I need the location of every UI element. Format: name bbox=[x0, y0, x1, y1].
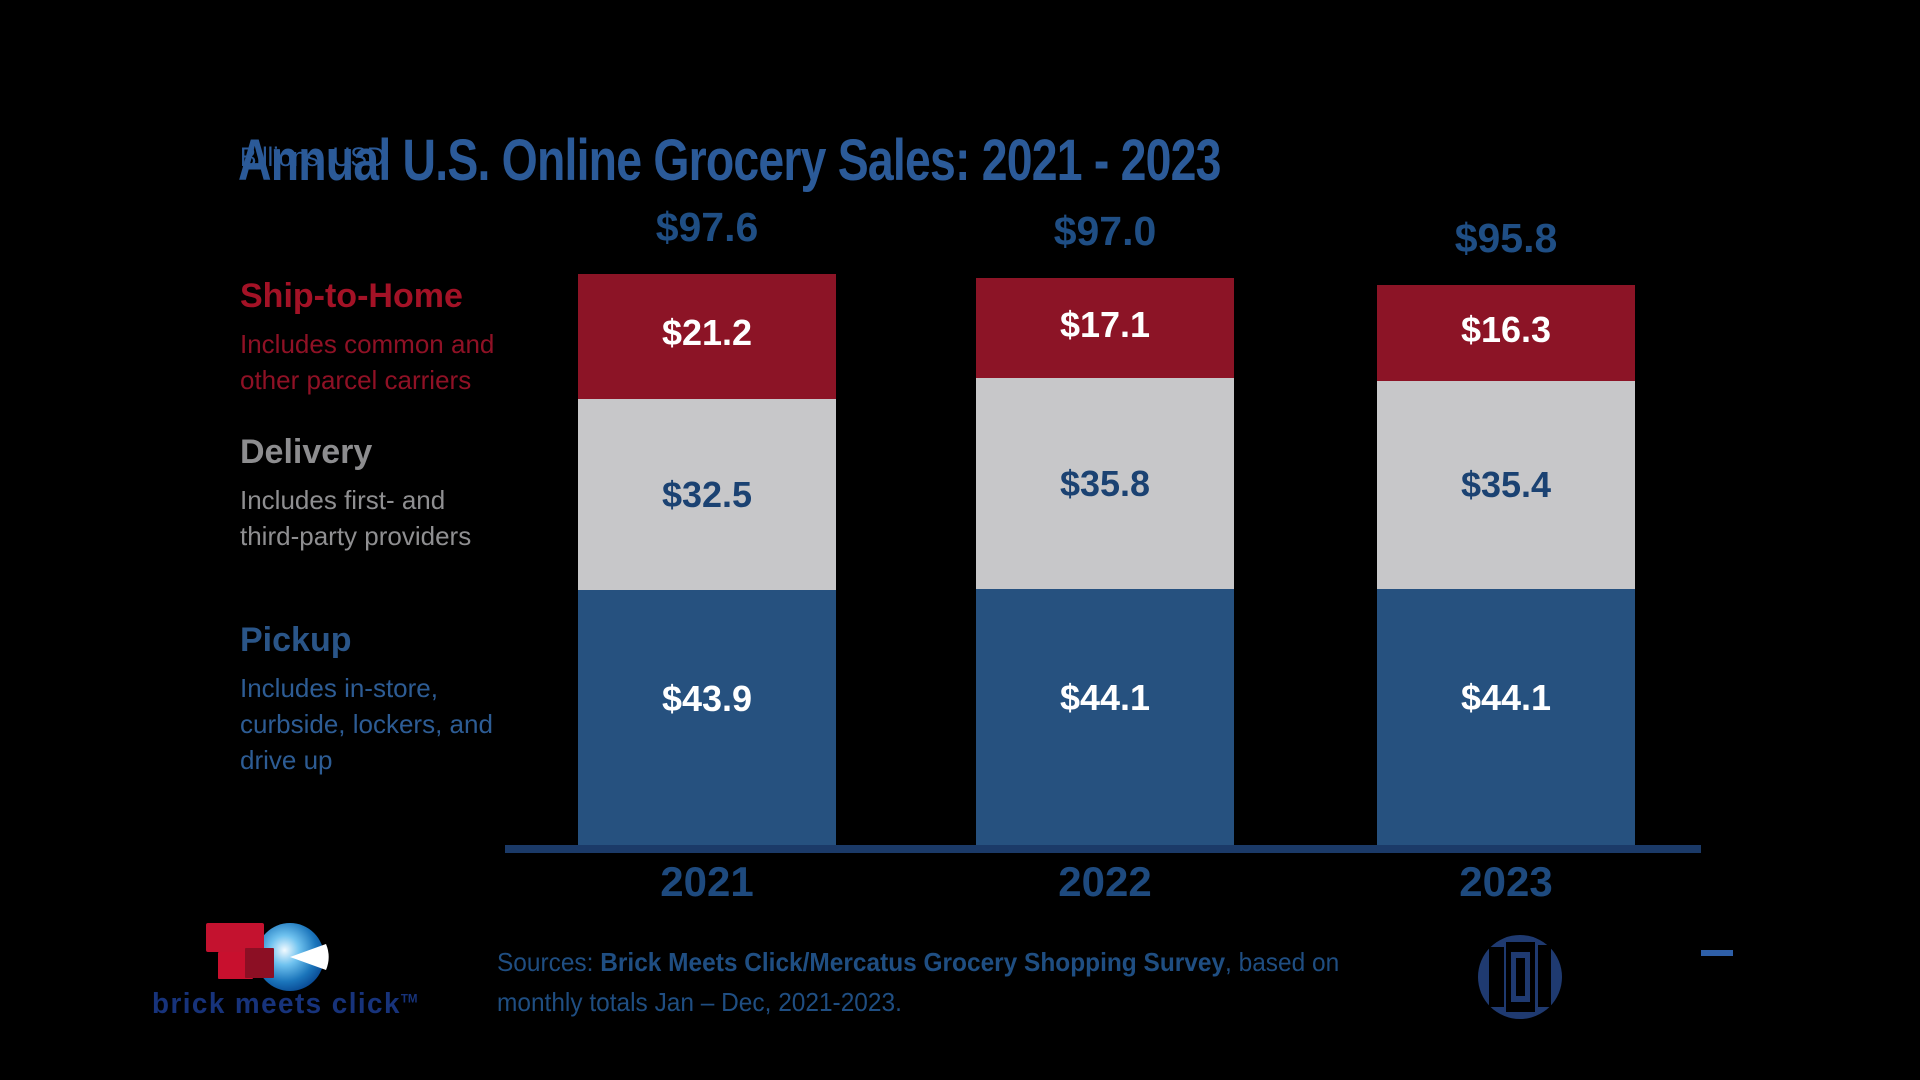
legend-pickup: Pickup Includes in-store, curbside, lock… bbox=[240, 620, 570, 778]
bar-segment-ship-to-home-2021: $21.2 bbox=[578, 274, 836, 399]
chart-units-subtitle: Billions, USD bbox=[240, 142, 385, 172]
legend-delivery-heading: Delivery bbox=[240, 433, 373, 471]
bar-value-label: $43.9 bbox=[661, 678, 753, 719]
page-title: Annual U.S. Online Grocery Sales: 2021 -… bbox=[238, 127, 1221, 193]
bar-column-2022: $17.1 $35.8 $44.1 bbox=[976, 277, 1234, 849]
bar-segment-delivery-2023: $35.4 bbox=[1377, 380, 1635, 590]
bar-segment-pickup-2021: $43.9 bbox=[578, 590, 836, 849]
bar-segment-pickup-2022: $44.1 bbox=[976, 589, 1234, 849]
bar-segment-pickup-2023: $44.1 bbox=[1377, 589, 1635, 849]
x-axis-label-2021: 2021 bbox=[660, 858, 754, 905]
legend-pickup-heading: Pickup bbox=[240, 621, 352, 659]
bar-segment-delivery-2021: $32.5 bbox=[578, 398, 836, 591]
bar-segment-ship-to-home-2023: $16.3 bbox=[1377, 284, 1635, 381]
bar-segment-ship-to-home-2022: $17.1 bbox=[976, 277, 1234, 379]
legend-ship-to-home-desc-line: Includes common and bbox=[240, 329, 495, 359]
legend-pickup-desc-line: Includes in-store, bbox=[240, 673, 438, 703]
bar-value-label: $35.8 bbox=[1059, 462, 1151, 504]
source-line-1: Sources: Brick Meets Click/Mercatus Groc… bbox=[497, 947, 1340, 977]
dash-mark bbox=[1701, 950, 1733, 956]
bar-column-2021: $21.2 $32.5 $43.9 bbox=[578, 274, 836, 849]
legend-delivery: Delivery Includes first- and third-party… bbox=[240, 432, 570, 554]
legend-ship-to-home: Ship-to-Home Includes common and other p… bbox=[240, 276, 570, 398]
bar-value-label: $17.1 bbox=[1059, 303, 1151, 345]
legend-pickup-desc-line: drive up bbox=[240, 745, 333, 775]
bar-value-label: $16.3 bbox=[1460, 308, 1552, 350]
bmc-red-bricks-icon bbox=[206, 923, 274, 979]
bmc-logo-wordmark: brick meets clickTM bbox=[152, 988, 418, 1020]
legend-ship-to-home-desc-line: other parcel carriers bbox=[240, 365, 472, 395]
bar-value-label: $32.5 bbox=[661, 473, 753, 515]
legend-ship-to-home-heading: Ship-to-Home bbox=[240, 277, 463, 315]
bar-segment-delivery-2022: $35.8 bbox=[976, 378, 1234, 590]
legend-delivery-desc-line: Includes first- and bbox=[240, 485, 446, 515]
bar-total-label-2023: $95.8 bbox=[1454, 214, 1558, 261]
brick-meets-click-logo bbox=[206, 923, 329, 991]
x-axis-label-2022: 2022 bbox=[1058, 858, 1152, 905]
bar-total-label-2021: $97.6 bbox=[655, 204, 759, 251]
bar-value-label: $44.1 bbox=[1059, 677, 1151, 719]
x-axis-label-2023: 2023 bbox=[1459, 858, 1553, 905]
bar-total-label-2022: $97.0 bbox=[1053, 207, 1157, 254]
mercatus-logo bbox=[1478, 935, 1562, 1019]
legend-delivery-desc-line: third-party providers bbox=[240, 521, 472, 551]
source-note: Sources: Brick Meets Click/Mercatus Groc… bbox=[497, 942, 1343, 1022]
x-axis-line bbox=[505, 845, 1701, 853]
legend-pickup-desc-line: curbside, lockers, and bbox=[240, 709, 493, 739]
bar-value-label: $21.2 bbox=[661, 311, 753, 353]
source-line-2: monthly totals Jan – Dec, 2021-2023. bbox=[497, 987, 902, 1017]
bar-column-2023: $16.3 $35.4 $44.1 bbox=[1377, 284, 1635, 849]
trademark-symbol: TM bbox=[400, 991, 418, 1006]
bar-value-label: $35.4 bbox=[1460, 463, 1552, 505]
bar-value-label: $44.1 bbox=[1460, 677, 1552, 719]
